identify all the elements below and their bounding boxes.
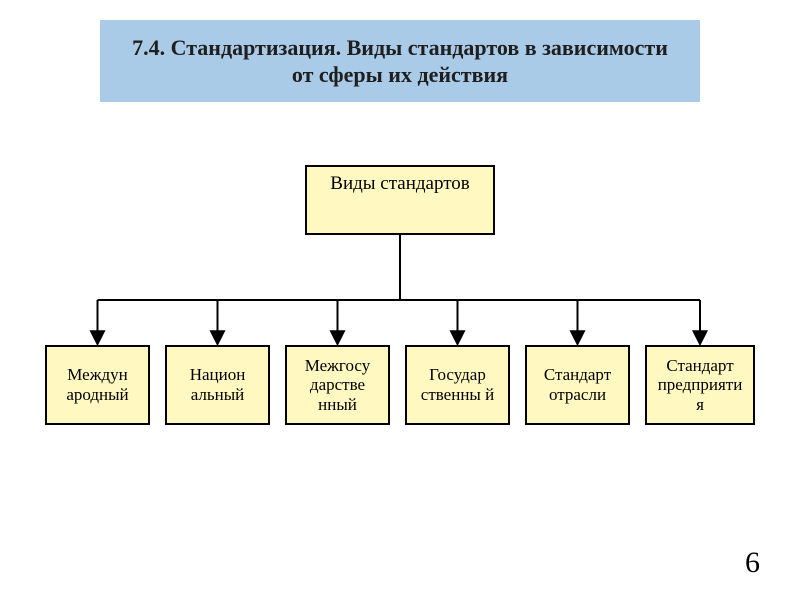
leaf-node-label: Межгосу дарстве нный <box>293 356 382 415</box>
leaf-node-label: Национ альный <box>173 365 262 404</box>
leaf-node: Государ ственны й <box>405 345 510 425</box>
leaf-node: Стандарт предприяти я <box>645 345 755 425</box>
leaf-node: Междун ародный <box>45 345 150 425</box>
root-node: Виды стандартов <box>305 165 495 235</box>
root-node-label: Виды стандартов <box>330 173 469 195</box>
leaf-node: Стандарт отрасли <box>525 345 630 425</box>
page-number: 6 <box>745 546 760 580</box>
leaf-node-label: Стандарт предприяти я <box>653 356 747 415</box>
slide-title: 7.4. Стандартизация. Виды стандартов в з… <box>100 20 700 102</box>
leaf-node: Национ альный <box>165 345 270 425</box>
leaf-node-label: Стандарт отрасли <box>533 365 622 404</box>
leaf-node-label: Междун ародный <box>53 365 142 404</box>
leaf-node-label: Государ ственны й <box>413 365 502 404</box>
leaf-node: Межгосу дарстве нный <box>285 345 390 425</box>
